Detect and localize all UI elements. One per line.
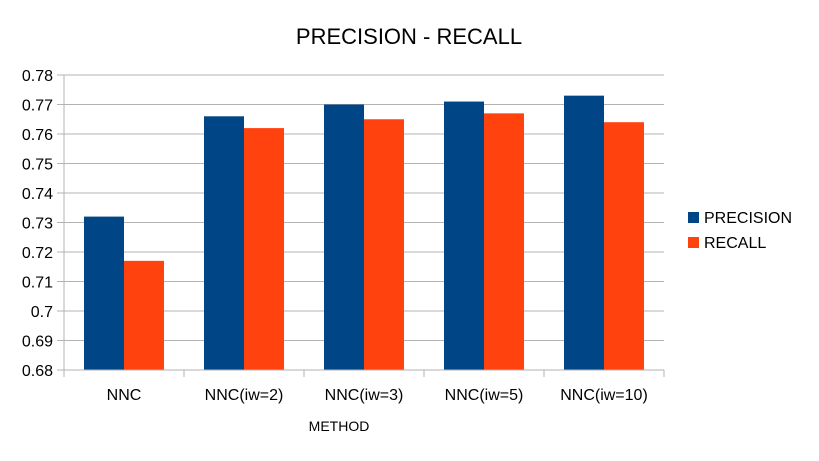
bar-precision <box>444 101 484 371</box>
legend: PRECISION RECALL <box>688 210 792 252</box>
x-tick-label: NNC(iw=10) <box>560 387 648 404</box>
bar-precision <box>204 116 244 370</box>
bar-recall <box>124 260 164 370</box>
y-tick-label: 0.73 <box>22 216 53 233</box>
axes <box>63 75 665 377</box>
bar-recall <box>484 113 524 370</box>
y-tick-label: 0.68 <box>22 363 53 380</box>
x-tick-label: NNC(iw=3) <box>325 387 404 404</box>
y-tick-label: 0.75 <box>22 157 53 174</box>
x-tick-label: NNC <box>107 387 142 404</box>
y-tick-label: 0.7 <box>31 304 53 321</box>
bar-recall <box>364 119 404 370</box>
y-tick-label: 0.71 <box>22 275 53 292</box>
bar-precision <box>84 216 124 370</box>
y-tick-label: 0.72 <box>22 245 53 262</box>
legend-label-recall: RECALL <box>704 235 766 252</box>
legend-swatch-recall <box>688 237 699 248</box>
y-tick-label: 0.77 <box>22 98 53 115</box>
bar-precision <box>324 104 364 370</box>
y-tick-label: 0.69 <box>22 334 53 351</box>
bar-recall <box>604 122 644 370</box>
x-axis-title: METHOD <box>309 418 370 434</box>
y-tick-label: 0.78 <box>22 68 53 85</box>
legend-swatch-precision <box>688 212 699 223</box>
legend-label-precision: PRECISION <box>704 210 792 227</box>
y-tick-label: 0.76 <box>22 127 53 144</box>
y-tick-label: 0.74 <box>22 186 53 203</box>
y-tick-labels: 0.78 0.77 0.76 0.75 0.74 0.73 0.72 0.71 0.7 0.69 0… <box>22 68 53 380</box>
x-tick-labels: NNC NNC(iw=2) NNC(iw=3) NNC(iw=5) NNC(iw=10) <box>107 387 648 404</box>
bar-precision <box>564 95 604 371</box>
bar-recall <box>244 128 284 370</box>
chart-title: PRECISION - RECALL <box>296 24 522 49</box>
x-tick-label: NNC(iw=2) <box>205 387 284 404</box>
x-tick-label: NNC(iw=5) <box>445 387 524 404</box>
bars <box>84 95 644 371</box>
